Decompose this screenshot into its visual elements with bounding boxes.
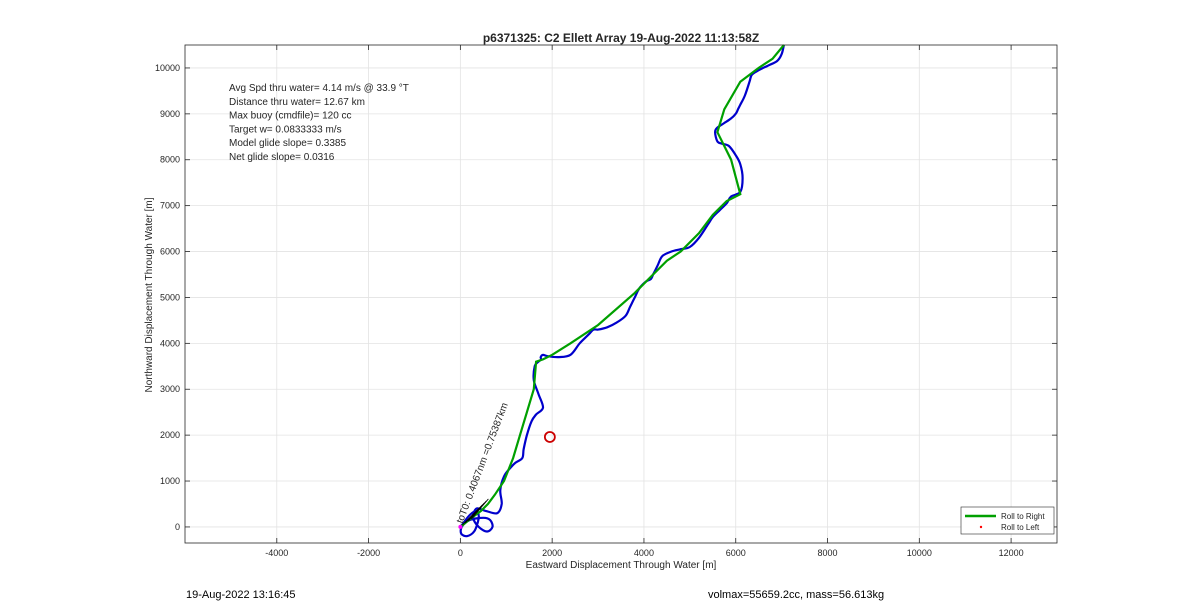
target-marker — [543, 431, 556, 443]
series-layer — [459, 44, 785, 528]
x-axis: -4000 -2000 0 2000 4000 6000 8000 10000 12000 — [265, 45, 1024, 558]
y-tick-label: 6000 — [160, 247, 180, 257]
start-point-marker — [458, 524, 463, 529]
y-axis: 0 1000 2000 3000 4000 5000 6000 7000 8000 9000 100… — [155, 63, 1057, 532]
legend: Roll to Right Roll to Left — [960, 506, 1055, 535]
y-tick-label: 8000 — [160, 155, 180, 165]
footer-timestamp: 19-Aug-2022 13:16:45 — [186, 589, 296, 601]
x-tick-label: 10000 — [907, 548, 932, 558]
legend-label-right: Roll to Right — [1001, 512, 1045, 521]
x-tick-label: 8000 — [818, 548, 838, 558]
glider-track-line — [459, 44, 785, 538]
y-tick-label: 9000 — [160, 109, 180, 119]
y-axis-label: Northward Displacement Through Water [m] — [144, 197, 155, 392]
stats-annotation: Model glide slope= 0.3385 — [229, 138, 346, 149]
annotations: Avg Spd thru water= 4.14 m/s @ 33.9 °T Di… — [229, 83, 409, 163]
legend-box — [960, 506, 1055, 535]
track-layer — [459, 44, 785, 538]
stats-annotation: Distance thru water= 12.67 km — [229, 97, 365, 108]
series-line-roll-right — [459, 44, 785, 528]
stats-annotation: Avg Spd thru water= 4.14 m/s @ 33.9 °T — [229, 83, 409, 94]
legend-swatch-left — [979, 525, 983, 529]
plot-area — [185, 45, 1057, 543]
stats-annotation: Net glide slope= 0.0316 — [229, 152, 335, 163]
x-tick-label: 4000 — [634, 548, 654, 558]
y-tick-label: 4000 — [160, 338, 180, 348]
y-tick-label: 7000 — [160, 201, 180, 211]
grid — [185, 45, 1057, 543]
x-tick-label: 6000 — [726, 548, 746, 558]
y-tick-label: 0 — [175, 522, 180, 532]
x-tick-label: -2000 — [357, 548, 380, 558]
x-axis-label: Eastward Displacement Through Water [m] — [526, 560, 717, 571]
legend-label-left: Roll to Left — [1001, 523, 1040, 532]
y-tick-label: 3000 — [160, 384, 180, 394]
y-tick-label: 1000 — [160, 476, 180, 486]
y-tick-label: 5000 — [160, 292, 180, 302]
stats-annotation: Max buoy (cmdfile)= 120 cc — [229, 111, 352, 122]
stats-annotation: Target w= 0.0833333 m/s — [229, 124, 342, 135]
y-tick-label: 10000 — [155, 63, 180, 73]
footer-vol-mass: volmax=55659.2cc, mass=56.613kg — [708, 589, 885, 601]
chart-title: p6371325: C2 Ellett Array 19-Aug-2022 11… — [483, 31, 759, 45]
x-tick-label: 2000 — [542, 548, 562, 558]
target-arrow — [471, 498, 489, 520]
x-tick-label: 12000 — [999, 548, 1024, 558]
x-tick-label: 0 — [458, 548, 463, 558]
plot-frame — [184, 44, 1058, 544]
x-tick-label: -4000 — [265, 548, 288, 558]
y-tick-label: 2000 — [160, 430, 180, 440]
